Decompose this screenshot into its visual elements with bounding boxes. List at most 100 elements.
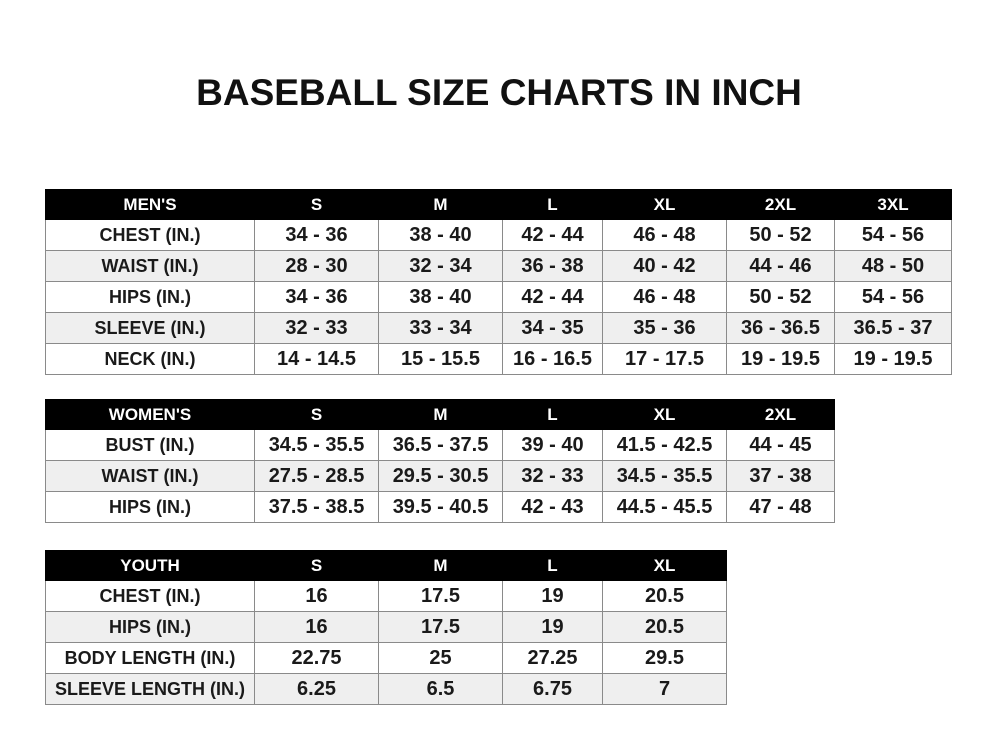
- size-header: XL: [602, 399, 727, 430]
- size-value: 19: [502, 611, 603, 643]
- table-header-row: WOMEN'S S M L XL 2XL: [45, 399, 835, 430]
- size-value: 38 - 40: [378, 219, 503, 251]
- size-value: 6.5: [378, 673, 503, 705]
- size-value: 36 - 38: [502, 250, 603, 282]
- measurement-label: SLEEVE LENGTH (IN.): [45, 673, 255, 705]
- size-header: L: [502, 399, 603, 430]
- size-value: 14 - 14.5: [254, 343, 379, 375]
- size-value: 19 - 19.5: [726, 343, 835, 375]
- size-value: 6.75: [502, 673, 603, 705]
- size-value: 39 - 40: [502, 429, 603, 461]
- size-value: 48 - 50: [834, 250, 952, 282]
- size-value: 54 - 56: [834, 219, 952, 251]
- measurement-label: CHEST (IN.): [45, 219, 255, 251]
- size-value: 38 - 40: [378, 281, 503, 313]
- size-header: XL: [602, 189, 727, 220]
- size-header: S: [254, 189, 379, 220]
- size-value: 42 - 43: [502, 491, 603, 523]
- table-row: WAIST (IN.) 28 - 30 32 - 34 36 - 38 40 - 42 4…: [45, 250, 952, 282]
- size-value: 32 - 33: [254, 312, 379, 344]
- size-header: 2XL: [726, 399, 835, 430]
- size-value: 32 - 33: [502, 460, 603, 492]
- measurement-label: BODY LENGTH (IN.): [45, 642, 255, 674]
- category-header: WOMEN'S: [45, 399, 255, 430]
- size-value: 42 - 44: [502, 281, 603, 313]
- size-header: M: [378, 399, 503, 430]
- size-value: 41.5 - 42.5: [602, 429, 727, 461]
- measurement-label: HIPS (IN.): [45, 611, 255, 643]
- size-value: 25: [378, 642, 503, 674]
- table-row: NECK (IN.) 14 - 14.5 15 - 15.5 16 - 16.5 17 …: [45, 343, 952, 375]
- size-value: 7: [602, 673, 727, 705]
- size-value: 27.25: [502, 642, 603, 674]
- size-value: 34.5 - 35.5: [602, 460, 727, 492]
- size-value: 20.5: [602, 580, 727, 612]
- size-value: 39.5 - 40.5: [378, 491, 503, 523]
- size-header: S: [254, 550, 379, 581]
- size-value: 17 - 17.5: [602, 343, 727, 375]
- size-value: 44 - 46: [726, 250, 835, 282]
- size-value: 16: [254, 611, 379, 643]
- mens-size-table: MEN'S S M L XL 2XL 3XL CHEST (IN.) 34 - 36 38 - 4…: [45, 189, 952, 375]
- size-header: L: [502, 550, 603, 581]
- table-row: BUST (IN.) 34.5 - 35.5 36.5 - 37.5 39 - 40 4…: [45, 429, 835, 461]
- size-value: 34 - 36: [254, 219, 379, 251]
- womens-size-table: WOMEN'S S M L XL 2XL BUST (IN.) 34.5 - 35.5 36.5…: [45, 399, 835, 523]
- measurement-label: WAIST (IN.): [45, 460, 255, 492]
- table-row: SLEEVE LENGTH (IN.) 6.25 6.5 6.75 7: [45, 673, 727, 705]
- measurement-label: HIPS (IN.): [45, 491, 255, 523]
- size-value: 46 - 48: [602, 281, 727, 313]
- size-value: 47 - 48: [726, 491, 835, 523]
- size-value: 36.5 - 37: [834, 312, 952, 344]
- measurement-label: NECK (IN.): [45, 343, 255, 375]
- size-value: 16 - 16.5: [502, 343, 603, 375]
- size-header: XL: [602, 550, 727, 581]
- size-value: 17.5: [378, 611, 503, 643]
- measurement-label: HIPS (IN.): [45, 281, 255, 313]
- table-row: SLEEVE (IN.) 32 - 33 33 - 34 34 - 35 35 - 36…: [45, 312, 952, 344]
- table-row: WAIST (IN.) 27.5 - 28.5 29.5 - 30.5 32 - 33…: [45, 460, 835, 492]
- size-value: 19 - 19.5: [834, 343, 952, 375]
- youth-size-table: YOUTH S M L XL CHEST (IN.) 16 17.5 19 20.5 HIPS (I…: [45, 550, 727, 705]
- size-value: 29.5 - 30.5: [378, 460, 503, 492]
- page-title: BASEBALL SIZE CHARTS IN INCH: [196, 72, 802, 113]
- size-value: 15 - 15.5: [378, 343, 503, 375]
- table-row: BODY LENGTH (IN.) 22.75 25 27.25 29.5: [45, 642, 727, 674]
- table-row: HIPS (IN.) 34 - 36 38 - 40 42 - 44 46 - 48 50…: [45, 281, 952, 313]
- table-row: HIPS (IN.) 16 17.5 19 20.5: [45, 611, 727, 643]
- size-value: 16: [254, 580, 379, 612]
- size-header: M: [378, 550, 503, 581]
- size-value: 20.5: [602, 611, 727, 643]
- size-header: 2XL: [726, 189, 835, 220]
- size-value: 44 - 45: [726, 429, 835, 461]
- size-value: 34 - 36: [254, 281, 379, 313]
- category-header: MEN'S: [45, 189, 255, 220]
- size-value: 34.5 - 35.5: [254, 429, 379, 461]
- size-value: 46 - 48: [602, 219, 727, 251]
- table-row: CHEST (IN.) 16 17.5 19 20.5: [45, 580, 727, 612]
- size-value: 37.5 - 38.5: [254, 491, 379, 523]
- size-value: 32 - 34: [378, 250, 503, 282]
- size-value: 28 - 30: [254, 250, 379, 282]
- size-value: 37 - 38: [726, 460, 835, 492]
- table-row: HIPS (IN.) 37.5 - 38.5 39.5 - 40.5 42 - 43 4…: [45, 491, 835, 523]
- size-header: S: [254, 399, 379, 430]
- size-value: 22.75: [254, 642, 379, 674]
- size-value: 34 - 35: [502, 312, 603, 344]
- measurement-label: WAIST (IN.): [45, 250, 255, 282]
- size-value: 54 - 56: [834, 281, 952, 313]
- size-header: L: [502, 189, 603, 220]
- size-header: 3XL: [834, 189, 952, 220]
- table-header-row: YOUTH S M L XL: [45, 550, 727, 581]
- size-value: 33 - 34: [378, 312, 503, 344]
- size-value: 40 - 42: [602, 250, 727, 282]
- table-row: CHEST (IN.) 34 - 36 38 - 40 42 - 44 46 - 48 5…: [45, 219, 952, 251]
- measurement-label: SLEEVE (IN.): [45, 312, 255, 344]
- size-value: 27.5 - 28.5: [254, 460, 379, 492]
- size-value: 29.5: [602, 642, 727, 674]
- size-value: 44.5 - 45.5: [602, 491, 727, 523]
- size-header: M: [378, 189, 503, 220]
- size-value: 35 - 36: [602, 312, 727, 344]
- measurement-label: BUST (IN.): [45, 429, 255, 461]
- size-value: 50 - 52: [726, 219, 835, 251]
